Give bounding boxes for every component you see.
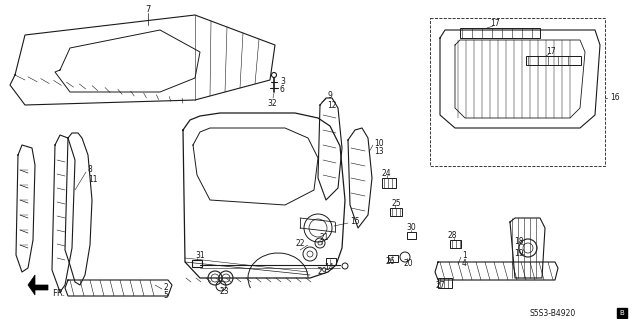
Bar [407,232,416,239]
Text: 27: 27 [436,280,445,290]
Text: 25: 25 [391,198,401,207]
Text: 15: 15 [350,218,360,226]
Text: 2: 2 [163,283,168,292]
Text: 23: 23 [220,287,230,296]
Text: 8: 8 [88,166,93,174]
Text: 17: 17 [490,19,500,27]
Bar [430,18,605,166]
Polygon shape [28,275,48,295]
Text: FR.: FR. [52,288,65,298]
Text: B: B [620,310,625,316]
Bar [390,208,402,216]
Bar [382,178,396,188]
Text: 14: 14 [324,263,333,271]
Bar [438,278,452,288]
Text: 22: 22 [296,240,305,249]
Text: 9: 9 [327,92,332,100]
Text: 11: 11 [88,175,97,184]
Text: 7: 7 [145,5,150,14]
Text: 13: 13 [374,147,383,157]
Bar [388,255,398,262]
Text: 1: 1 [462,250,467,259]
Text: 12: 12 [327,100,337,109]
Text: 6: 6 [280,85,285,94]
Text: 29: 29 [317,268,326,277]
Text: 16: 16 [610,93,620,102]
Bar [326,258,336,265]
Text: 10: 10 [374,138,383,147]
Text: 19: 19 [514,249,524,257]
Text: 32: 32 [267,99,276,108]
Text: 17: 17 [546,48,556,56]
Text: 31: 31 [195,251,205,261]
Text: 4: 4 [462,259,467,269]
Text: 20: 20 [403,258,413,268]
Text: 24: 24 [382,168,392,177]
Bar [526,56,581,65]
Text: 26: 26 [385,257,395,266]
Text: 21: 21 [320,234,330,242]
Text: 18: 18 [514,238,524,247]
Text: 30: 30 [406,224,416,233]
Text: S5S3-B4920: S5S3-B4920 [530,308,576,317]
Text: 3: 3 [280,78,285,86]
Bar [617,308,627,318]
Bar [450,240,461,248]
Bar [192,260,202,267]
Text: 28: 28 [448,232,458,241]
Text: 5: 5 [163,292,168,300]
Bar [460,28,540,38]
